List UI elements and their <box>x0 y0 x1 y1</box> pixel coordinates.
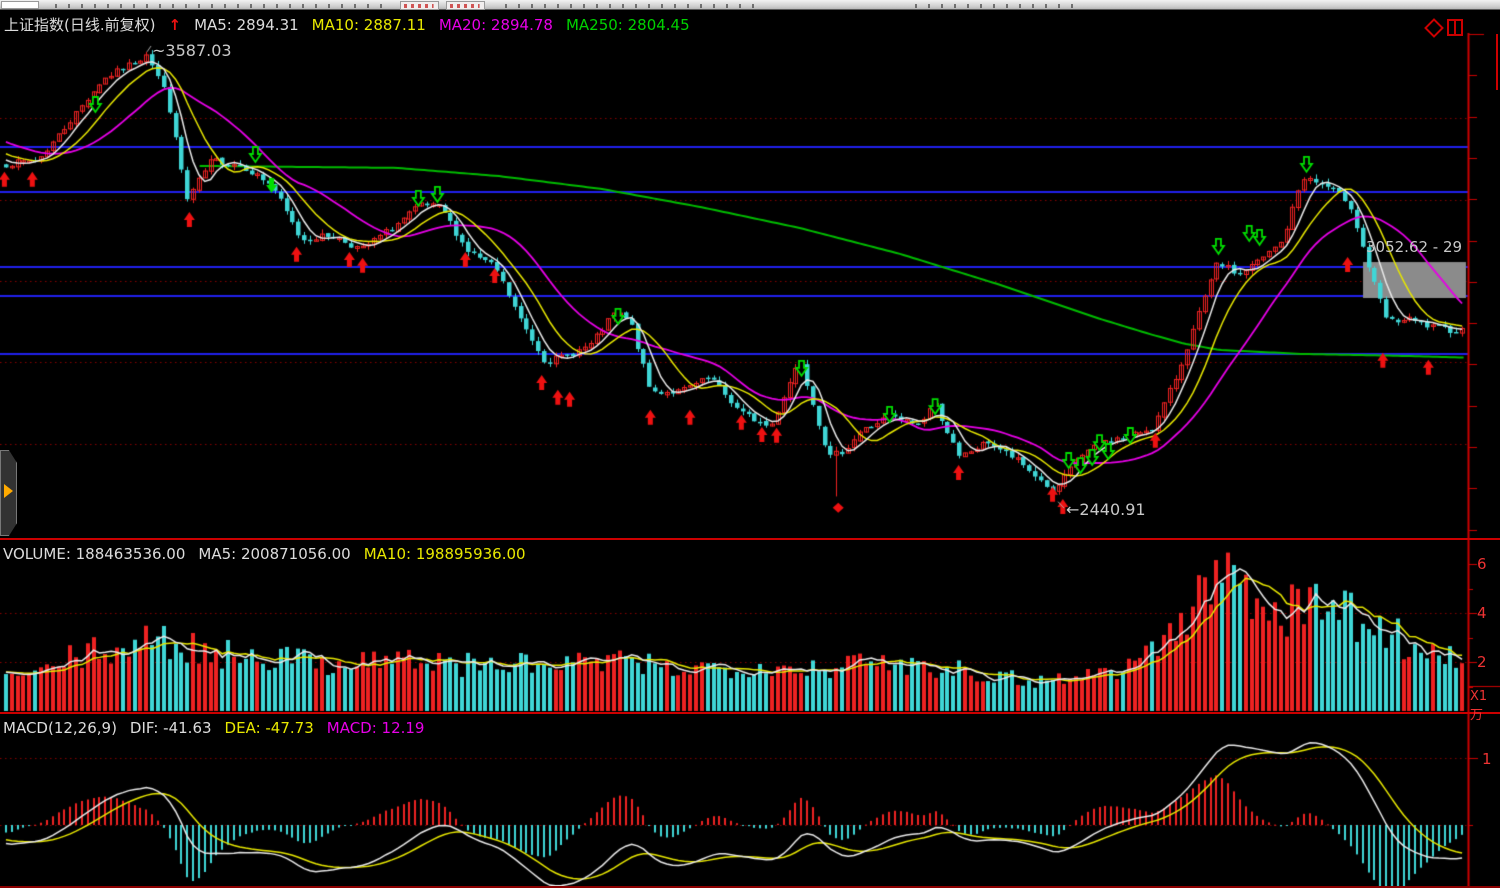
peak-price-annotation: ~3587.03 <box>152 41 232 60</box>
volume-axis-tick-2: 2 <box>1477 653 1487 671</box>
volume-header: VOLUME: 188463536.00 MA5: 200871056.00 MA1… <box>3 545 539 563</box>
expand-arrow-icon <box>4 484 13 498</box>
main-candlestick-chart[interactable] <box>0 10 1500 538</box>
gap-range-annotation: 3052.62 - 29 <box>1366 238 1463 256</box>
menubar-clipped[interactable] <box>0 0 1500 10</box>
dea-value: DEA: -47.73 <box>224 719 314 737</box>
bottom-border <box>0 886 1500 888</box>
up-arrow-icon: ↑ <box>168 16 182 34</box>
macd-title: MACD(12,26,9) <box>3 719 117 737</box>
ma5-value: MA5: 2894.31 <box>194 16 299 34</box>
symbol-title: 上证指数(日线.前复权) <box>4 16 156 34</box>
menubar-text-remnant <box>505 4 765 8</box>
menubar-text-remnant <box>915 4 1075 8</box>
volume-ma10-value: MA10: 198895936.00 <box>363 545 526 563</box>
main-chart-header: 上证指数(日线.前复权) ↑ MA5: 2894.31 MA10: 2887.11 MA… <box>4 14 703 35</box>
macd-header: MACD(12,26,9) DIF: -41.63 DEA: -47.73 MACD:… <box>3 719 437 737</box>
ma250-value: MA250: 2804.45 <box>565 16 690 34</box>
menubar-quote-item-2[interactable] <box>446 1 485 10</box>
panel-separator <box>0 538 1500 540</box>
menubar-text-remnant <box>55 4 385 8</box>
sidebar-expander-handle[interactable] <box>0 450 17 536</box>
macd-value: MACD: 12.19 <box>326 719 425 737</box>
right-edge-marker <box>1496 34 1498 90</box>
volume-unit-multiplier: X1万 <box>1470 689 1488 723</box>
menubar-quote-item-1[interactable] <box>400 1 439 10</box>
volume-axis-tick-4: 4 <box>1477 604 1487 622</box>
ma20-value: MA20: 2894.78 <box>438 16 553 34</box>
macd-axis-tick-100: 1 <box>1482 750 1492 768</box>
volume-ma5-value: MA5: 200871056.00 <box>198 545 351 563</box>
split-pane-icon[interactable] <box>1447 19 1463 36</box>
ma10-value: MA10: 2887.11 <box>311 16 426 34</box>
trough-price-annotation: ←2440.91 <box>1066 500 1146 519</box>
volume-value: VOLUME: 188463536.00 <box>3 545 186 563</box>
volume-chart[interactable] <box>0 540 1500 712</box>
dif-value: DIF: -41.63 <box>129 719 212 737</box>
volume-axis-tick-6: 6 <box>1477 555 1487 573</box>
macd-chart[interactable] <box>0 714 1500 888</box>
menubar-left-box <box>1 1 39 9</box>
panel-separator <box>0 712 1500 714</box>
